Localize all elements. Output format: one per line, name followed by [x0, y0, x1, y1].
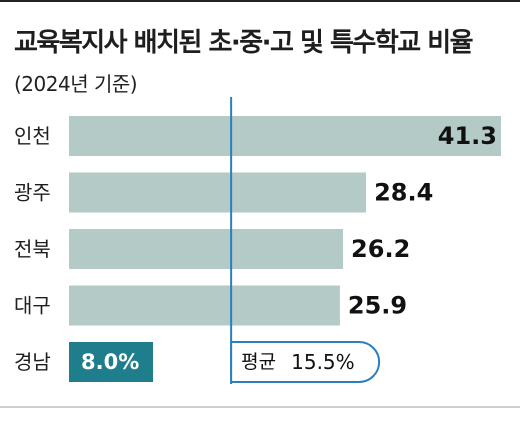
chart-title: 교육복지사 배치된 초·중·고 및 특수학교 비율	[14, 28, 474, 58]
bar	[69, 285, 340, 326]
bar	[69, 172, 367, 213]
bar-value-label: 41.3	[438, 122, 497, 150]
bar	[69, 116, 501, 156]
category-label: 인천	[14, 124, 51, 148]
category-label: 전북	[14, 237, 51, 261]
average-badge	[230, 341, 381, 383]
average-label: 평균	[241, 351, 276, 373]
bar-highlight	[69, 342, 153, 382]
average-value-label: 15.5%	[291, 350, 355, 374]
bar-value-label: 28.4	[374, 179, 433, 207]
bottom-rule	[0, 406, 520, 408]
bar	[69, 229, 344, 269]
category-label: 대구	[14, 294, 51, 318]
category-label: 경남	[14, 350, 51, 374]
bar-value-label: 8.0%	[81, 350, 139, 374]
category-label: 광주	[14, 181, 51, 205]
bar-value-label: 26.2	[351, 235, 410, 263]
chart-subtitle: (2024년 기준)	[14, 72, 138, 96]
top-rule	[0, 0, 520, 2]
bar-value-label: 25.9	[348, 292, 407, 320]
